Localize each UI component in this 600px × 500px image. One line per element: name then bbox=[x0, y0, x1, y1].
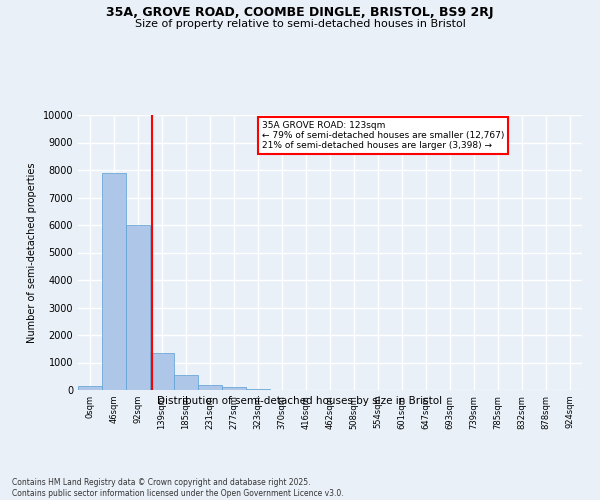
Bar bbox=[78, 386, 102, 390]
Bar bbox=[102, 173, 126, 390]
Bar bbox=[198, 384, 222, 390]
Text: 35A GROVE ROAD: 123sqm
← 79% of semi-detached houses are smaller (12,767)
21% of: 35A GROVE ROAD: 123sqm ← 79% of semi-det… bbox=[262, 120, 505, 150]
Bar bbox=[222, 387, 246, 390]
Bar bbox=[246, 389, 270, 390]
Bar bbox=[126, 225, 150, 390]
Bar bbox=[174, 375, 198, 390]
Text: Contains HM Land Registry data © Crown copyright and database right 2025.
Contai: Contains HM Land Registry data © Crown c… bbox=[12, 478, 344, 498]
Text: Distribution of semi-detached houses by size in Bristol: Distribution of semi-detached houses by … bbox=[157, 396, 443, 406]
Y-axis label: Number of semi-detached properties: Number of semi-detached properties bbox=[27, 162, 37, 343]
Bar bbox=[150, 353, 174, 390]
Text: 35A, GROVE ROAD, COOMBE DINGLE, BRISTOL, BS9 2RJ: 35A, GROVE ROAD, COOMBE DINGLE, BRISTOL,… bbox=[106, 6, 494, 19]
Text: Size of property relative to semi-detached houses in Bristol: Size of property relative to semi-detach… bbox=[134, 19, 466, 29]
